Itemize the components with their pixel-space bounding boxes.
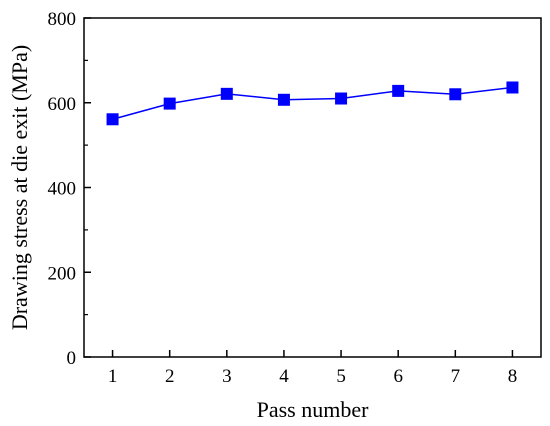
y-tick-label: 800 [48,9,77,30]
x-axis-ticks: 1 2 3 4 5 6 7 8 [108,350,517,387]
x-tick-label: 1 [108,366,118,387]
data-point-marker [392,84,405,97]
data-point-marker [163,97,176,110]
series-line [112,86,513,120]
x-tick-label: 5 [336,366,346,387]
x-tick-label: 3 [222,366,232,387]
data-point-marker [277,93,290,106]
x-tick-label: 6 [393,366,403,387]
y-tick-label: 200 [48,263,77,284]
y-tick-label: 0 [67,348,77,369]
y-axis-ticks: 0 200 400 600 800 [48,9,91,369]
y-axis-title: Drawing stress at die exit (MPa) [7,45,32,330]
data-point-marker [506,81,519,94]
data-point-marker [220,87,233,100]
series-layer [106,81,519,126]
data-point-marker [335,92,348,105]
data-point-marker [106,113,119,126]
data-point-marker [449,88,462,101]
x-tick-label: 4 [279,366,289,387]
x-tick-label: 2 [165,366,175,387]
x-tick-label: 8 [508,366,518,387]
x-tick-label: 7 [451,366,461,387]
y-tick-label: 400 [48,179,77,200]
x-axis-title: Pass number [257,397,370,422]
y-tick-label: 600 [48,94,77,115]
plot-frame [83,17,542,358]
